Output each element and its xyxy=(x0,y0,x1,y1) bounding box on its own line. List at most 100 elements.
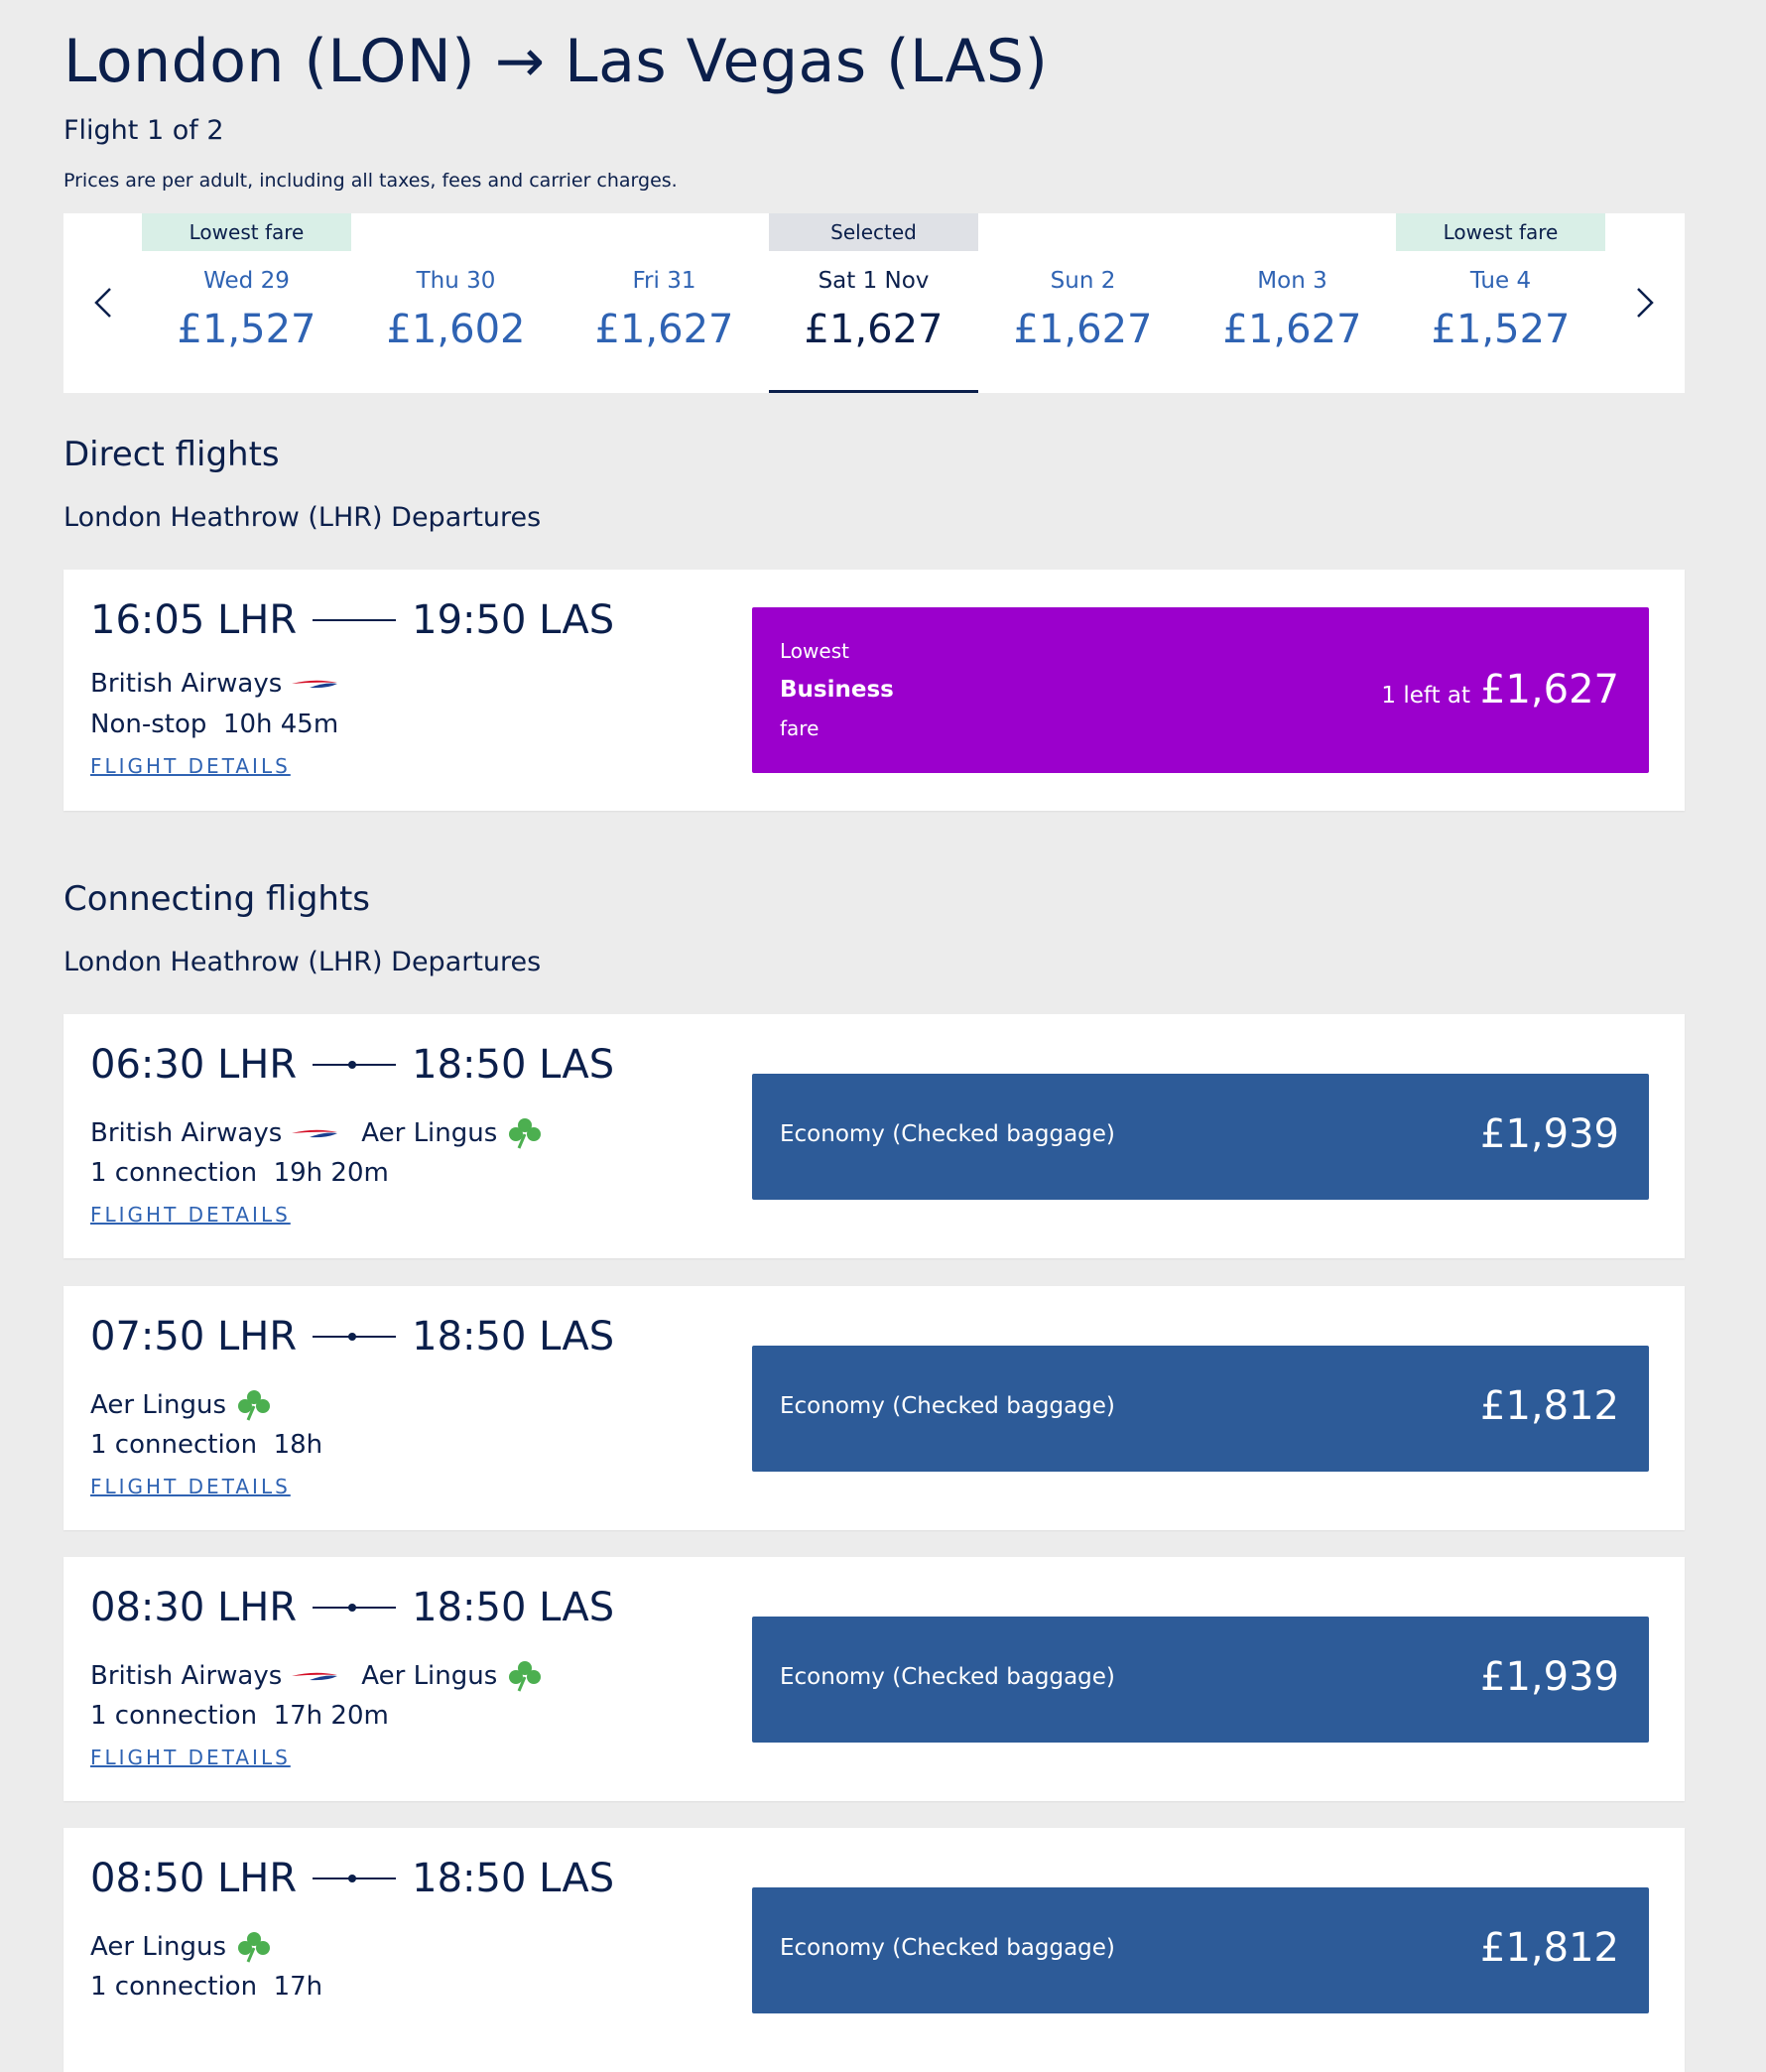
departure-time: 06:30 LHR xyxy=(90,1042,298,1088)
airline-name: British Airways xyxy=(90,1118,283,1148)
date-label: Thu 30 xyxy=(416,268,496,294)
date-price: £1,627 xyxy=(804,307,944,352)
economy-fare-button[interactable]: Economy (Checked baggage) £1,939 xyxy=(752,1074,1649,1200)
chevron-left-icon[interactable] xyxy=(83,283,123,323)
fare-price: £1,812 xyxy=(1480,1383,1619,1429)
airline-british-airways: British Airways xyxy=(90,669,339,699)
stops-duration: 1 connection 17h xyxy=(90,1972,322,2002)
date-option-thu-30[interactable]: Thu 30 £1,602 xyxy=(351,213,561,393)
lowest-fare-badge: Lowest fare xyxy=(1396,213,1605,251)
connecting-flights-heading: Connecting flights xyxy=(63,879,371,919)
airline-name: British Airways xyxy=(90,669,283,699)
fare-label: Economy (Checked baggage) xyxy=(780,1664,1115,1690)
stops-duration: 1 connection 18h xyxy=(90,1430,322,1460)
direct-flights-heading: Direct flights xyxy=(63,435,280,474)
shamrock-icon xyxy=(238,1390,270,1421)
date-option-wed-29[interactable]: Lowest fare Wed 29 £1,527 xyxy=(142,213,351,393)
route-line xyxy=(313,1604,397,1612)
arrival-time: 19:50 LAS xyxy=(412,597,615,643)
airline-name: Aer Lingus xyxy=(90,1932,226,1962)
airline-aer-lingus: Aer Lingus xyxy=(90,1388,274,1422)
duration: 18h xyxy=(273,1430,323,1460)
date-option-sun-2[interactable]: Sun 2 £1,627 xyxy=(978,213,1188,393)
stops: 1 connection xyxy=(90,1701,258,1731)
airline-aer-lingus: Aer Lingus xyxy=(361,1659,545,1693)
connection-dot xyxy=(348,1061,357,1069)
stops-duration: 1 connection 17h 20m xyxy=(90,1701,389,1731)
departure-time: 08:50 LHR xyxy=(90,1856,298,1901)
lowest-fare-badge: Lowest fare xyxy=(142,213,351,251)
airlines: British Airways xyxy=(90,669,361,699)
flight-card: 06:30 LHR 18:50 LAS British Airways Aer … xyxy=(63,1014,1685,1258)
fare-label: Economy (Checked baggage) xyxy=(780,1393,1115,1419)
airline-name: Aer Lingus xyxy=(90,1390,226,1420)
flight-times: 06:30 LHR 18:50 LAS xyxy=(90,1042,614,1088)
chevron-right-icon[interactable] xyxy=(1625,283,1665,323)
stops: Non-stop xyxy=(90,710,207,739)
airline-aer-lingus: Aer Lingus xyxy=(90,1930,274,1964)
arrival-time: 18:50 LAS xyxy=(412,1042,615,1088)
date-selector: Lowest fare Wed 29 £1,527 Thu 30 £1,602 … xyxy=(63,213,1685,393)
business-fare-button[interactable]: Lowest Business fare 1 left at £1,627 xyxy=(752,607,1649,773)
date-label: Sat 1 Nov xyxy=(818,268,930,294)
date-price: £1,527 xyxy=(1431,307,1571,352)
ba-speedmarque-icon xyxy=(292,1672,338,1681)
connecting-departures-label: London Heathrow (LHR) Departures xyxy=(63,947,542,977)
departure-time: 16:05 LHR xyxy=(90,597,298,643)
date-label: Sun 2 xyxy=(1050,268,1116,294)
date-option-tue-4[interactable]: Lowest fare Tue 4 £1,527 xyxy=(1396,213,1605,393)
fare-line-3: fare xyxy=(780,716,820,740)
date-price: £1,627 xyxy=(594,307,734,352)
connection-dot xyxy=(348,1875,357,1882)
date-label: Fri 31 xyxy=(632,268,696,294)
route-line xyxy=(313,619,397,621)
shamrock-icon xyxy=(238,1932,270,1963)
date-label: Wed 29 xyxy=(203,268,290,294)
shamrock-icon xyxy=(509,1118,542,1149)
date-option-sat-1-nov[interactable]: Selected Sat 1 Nov £1,627 xyxy=(769,213,978,393)
airline-name: British Airways xyxy=(90,1661,283,1691)
flight-details-link[interactable]: FLIGHT DETAILS xyxy=(90,1475,291,1498)
airline-name: Aer Lingus xyxy=(361,1661,498,1691)
airline-aer-lingus: Aer Lingus xyxy=(361,1116,545,1150)
flight-details-link[interactable]: FLIGHT DETAILS xyxy=(90,754,291,778)
fare-price: £1,812 xyxy=(1480,1925,1619,1971)
duration: 17h xyxy=(273,1972,323,2002)
fare-line-1: Lowest xyxy=(780,639,849,663)
fare-label: Economy (Checked baggage) xyxy=(780,1935,1115,1961)
flight-times: 08:30 LHR 18:50 LAS xyxy=(90,1585,614,1630)
economy-fare-button[interactable]: Economy (Checked baggage) £1,939 xyxy=(752,1617,1649,1743)
flight-counter: Flight 1 of 2 xyxy=(63,115,224,146)
date-price: £1,627 xyxy=(1222,307,1362,352)
date-price: £1,527 xyxy=(177,307,316,352)
economy-fare-button[interactable]: Economy (Checked baggage) £1,812 xyxy=(752,1346,1649,1472)
airlines: British Airways Aer Lingus xyxy=(90,1116,567,1150)
flight-card: 08:30 LHR 18:50 LAS British Airways Aer … xyxy=(63,1557,1685,1801)
date-price: £1,627 xyxy=(1013,307,1153,352)
economy-fare-button[interactable]: Economy (Checked baggage) £1,812 xyxy=(752,1887,1649,2013)
date-option-mon-3[interactable]: Mon 3 £1,627 xyxy=(1188,213,1397,393)
fare-availability: 1 left at £1,627 xyxy=(1381,667,1619,712)
stops-duration: Non-stop 10h 45m xyxy=(90,710,338,739)
flight-details-link[interactable]: FLIGHT DETAILS xyxy=(90,1203,291,1227)
date-label: Tue 4 xyxy=(1469,268,1532,294)
date-label: Mon 3 xyxy=(1257,268,1327,294)
direct-departures-label: London Heathrow (LHR) Departures xyxy=(63,502,542,533)
flight-details-link[interactable]: FLIGHT DETAILS xyxy=(90,1746,291,1769)
stops-duration: 1 connection 19h 20m xyxy=(90,1158,389,1188)
duration: 10h 45m xyxy=(222,710,339,739)
fare-price: £1,939 xyxy=(1480,1111,1619,1157)
fare-price: £1,939 xyxy=(1480,1654,1619,1700)
departure-time: 07:50 LHR xyxy=(90,1314,298,1360)
date-option-fri-31[interactable]: Fri 31 £1,627 xyxy=(560,213,769,393)
price-note: Prices are per adult, including all taxe… xyxy=(63,170,678,192)
airline-british-airways: British Airways xyxy=(90,1661,339,1691)
airline-british-airways: British Airways xyxy=(90,1118,339,1148)
stops: 1 connection xyxy=(90,1972,258,2002)
flight-card: 07:50 LHR 18:50 LAS Aer Lingus 1 connect… xyxy=(63,1286,1685,1530)
fare-label: Economy (Checked baggage) xyxy=(780,1121,1115,1147)
connection-dot xyxy=(348,1333,357,1341)
stops: 1 connection xyxy=(90,1158,258,1188)
fare-line-2: Business xyxy=(780,677,894,703)
selected-badge: Selected xyxy=(769,213,978,251)
